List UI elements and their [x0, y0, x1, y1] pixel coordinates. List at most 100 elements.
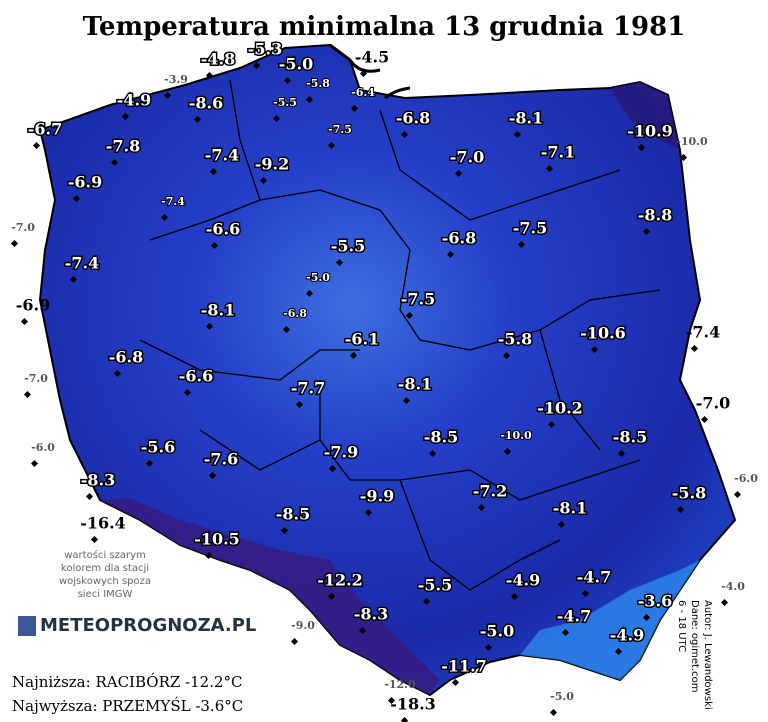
station-marker	[90, 535, 99, 544]
station-marker	[679, 153, 688, 162]
cold-area	[100, 498, 440, 695]
station-marker	[720, 598, 729, 607]
station-value: -5.0	[480, 622, 514, 641]
credit-line: 6 - 18 UTC	[676, 600, 687, 652]
station-marker	[204, 551, 213, 560]
station-marker	[400, 716, 409, 722]
station-value: -6.9	[68, 173, 102, 192]
station-value: -7.4	[686, 323, 720, 342]
station-marker	[358, 626, 367, 635]
station-marker	[700, 415, 709, 424]
station-value: -5.0	[279, 55, 313, 74]
station-marker	[549, 708, 558, 717]
station-value: -3.9	[164, 73, 188, 86]
note-line: wojskowych spoza	[59, 576, 151, 587]
warm-area	[520, 560, 700, 680]
station-marker	[327, 141, 336, 150]
station-marker	[305, 95, 314, 104]
station-value: -4.8	[201, 50, 235, 69]
station-marker	[451, 678, 460, 687]
station-value: -7.5	[328, 123, 352, 136]
station-value: -5.8	[672, 484, 706, 503]
station-value: -8.1	[201, 301, 235, 320]
station-value: -8.6	[189, 94, 223, 113]
coast	[329, 43, 411, 100]
logo: METEOPROGNOZA.PL	[40, 615, 256, 636]
station-value: -7.0	[696, 394, 730, 413]
station-value: -10.6	[580, 324, 626, 343]
station-marker	[110, 158, 119, 167]
station-value: -4.9	[117, 91, 151, 110]
station-marker	[484, 643, 493, 652]
station-marker	[335, 258, 344, 267]
station-marker	[359, 69, 368, 78]
borders	[139, 79, 661, 591]
station-marker	[32, 141, 41, 150]
station-marker	[145, 459, 154, 468]
station-marker	[252, 61, 261, 70]
station-value: -4.9	[506, 571, 540, 590]
station-value: -7.4	[161, 195, 185, 208]
station-value: -8.1	[398, 375, 432, 394]
station-marker	[208, 471, 217, 480]
station-marker	[637, 143, 646, 152]
station-marker	[205, 71, 214, 80]
station-marker	[23, 390, 32, 399]
station-marker	[642, 613, 651, 622]
station-marker	[305, 289, 314, 298]
station-value: -5.8	[498, 330, 532, 349]
station-marker	[561, 628, 570, 637]
logo-icon	[18, 616, 36, 636]
station-marker	[510, 592, 519, 601]
station-marker	[614, 647, 623, 656]
station-value: -8.1	[553, 499, 587, 518]
note-line: sieci IMGW	[78, 589, 133, 600]
station-marker	[121, 112, 130, 121]
station-marker	[205, 322, 214, 331]
station-marker	[676, 505, 685, 514]
station-value: -4.0	[721, 580, 745, 593]
station-value: -16.4	[80, 514, 126, 533]
stations: -5.3 -4.8 -5.0 -4.5 -3.9 -5.8 -6.4 -4.9 -8.6 -5.5…	[10, 38, 758, 722]
station-value: -11.7	[441, 657, 487, 676]
station-value: -7.9	[324, 443, 358, 462]
station-value: -7.1	[541, 143, 575, 162]
station-value: -7.0	[24, 372, 48, 385]
station-value: -6.8	[442, 229, 476, 248]
station-value: -6.6	[206, 220, 240, 239]
station-marker	[10, 239, 19, 248]
station-marker	[282, 325, 291, 334]
note-line: kolorem dla stacji	[61, 563, 149, 574]
station-value: -8.8	[638, 206, 672, 225]
station-value: -8.5	[276, 505, 310, 524]
station-value: -6.4	[351, 86, 375, 99]
station-value: -4.9	[610, 626, 644, 645]
station-value: -6.9	[16, 296, 50, 315]
highest: Najwyższa: PRZEMYŚL -3.6°C	[12, 697, 243, 715]
station-marker	[259, 176, 268, 185]
station-marker	[163, 91, 172, 100]
station-marker	[69, 275, 78, 284]
station-value: -10.0	[676, 135, 708, 148]
credit-line: Autor: J. Lewandowski	[702, 600, 713, 710]
station-marker	[183, 388, 192, 397]
station-marker	[446, 250, 455, 259]
station-value: -7.4	[205, 146, 239, 165]
station-value: -6.0	[734, 472, 758, 485]
station-marker	[547, 420, 556, 429]
station-value: -8.5	[424, 428, 458, 447]
station-value: -10.9	[627, 122, 673, 141]
lowest: Najniższa: RACIBÓRZ -12.2°C	[12, 673, 243, 691]
station-value: -18.3	[390, 695, 436, 714]
station-marker	[502, 351, 511, 360]
station-value: -7.5	[513, 219, 547, 238]
station-value: -10.5	[194, 530, 240, 549]
station-marker	[690, 344, 699, 353]
station-marker	[454, 169, 463, 178]
station-value: -7.4	[65, 254, 99, 273]
station-marker	[405, 311, 414, 320]
station-marker	[209, 167, 218, 176]
station-value: -6.8	[396, 109, 430, 128]
